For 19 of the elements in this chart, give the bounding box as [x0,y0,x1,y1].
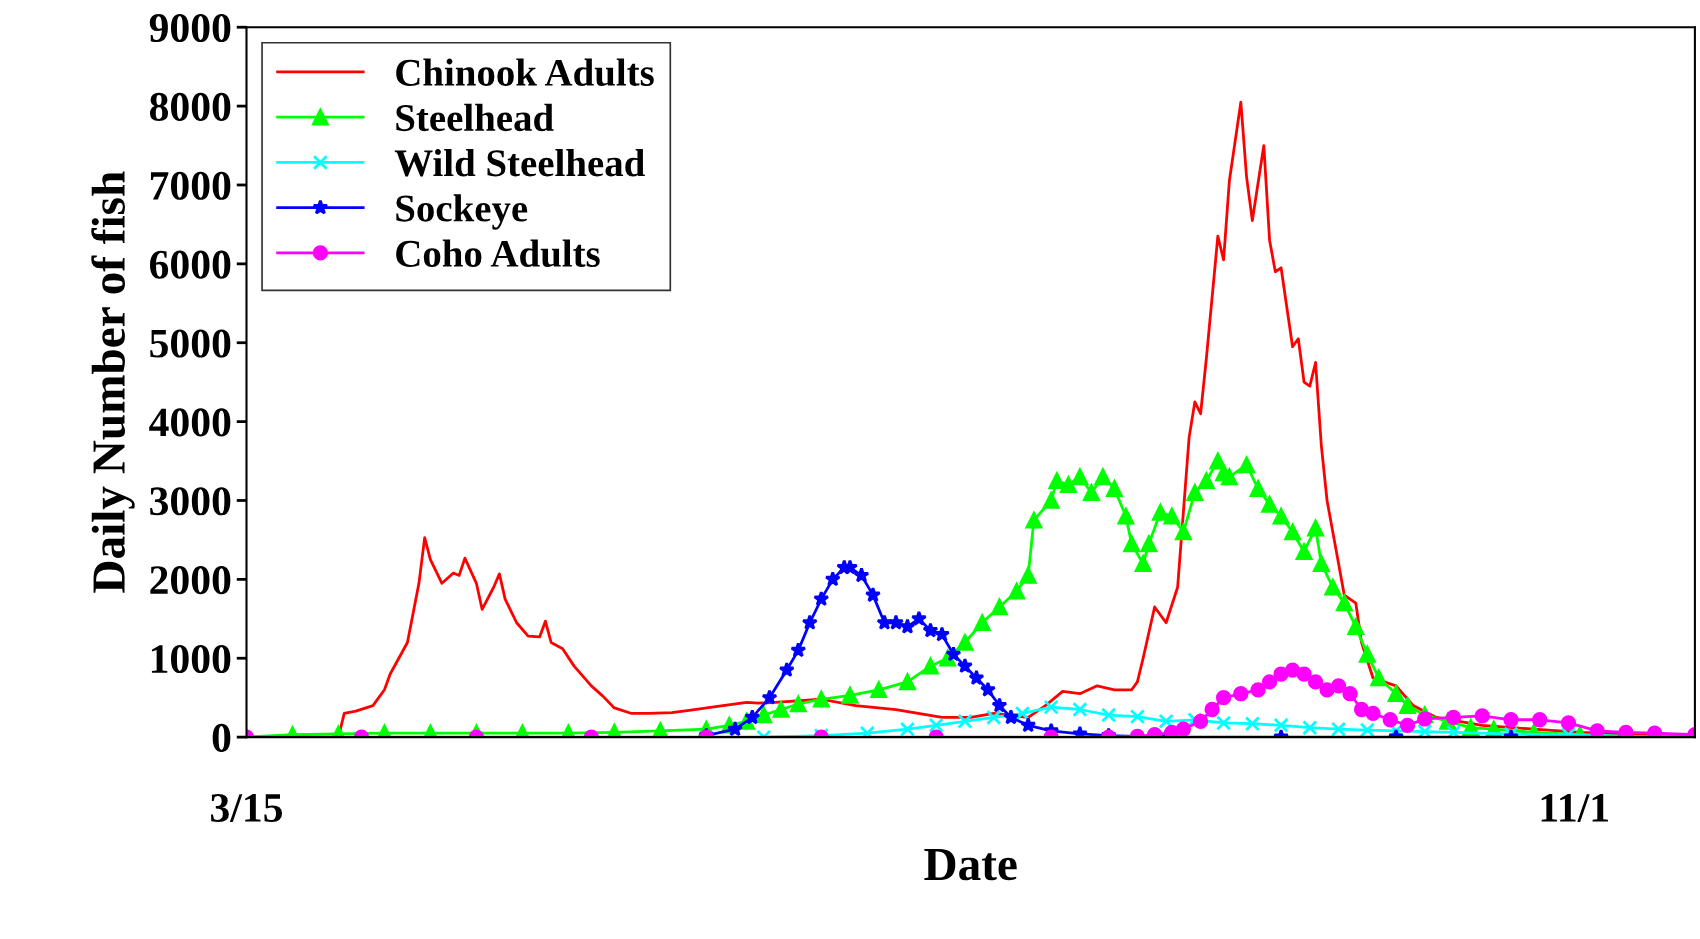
y-tick-label: 0 [212,723,231,752]
y-tick-label: 2000 [150,566,231,595]
legend-label: Steelhead [396,103,554,132]
y-tick-label: 4000 [149,408,231,437]
y-tick-label: 9000 [149,13,231,43]
legend-label: Chinook Adults [396,58,654,87]
legend-label: Sockeye [396,194,528,230]
legend-label: Wild Steelhead [394,149,645,177]
y-tick-label: 3000 [150,487,231,516]
x-tick-label: 3/15 [211,793,283,822]
x-tick-label: 11/1 [1541,794,1608,822]
x-axis-title: Date [924,848,1017,881]
legend-label: Coho Adults [396,239,600,268]
y-axis-title: Daily Number of fish [91,171,135,593]
y-tick-label: 1000 [151,644,231,674]
y-tick-label: 5000 [150,329,231,358]
y-tick-label: 7000 [150,171,231,200]
y-tick-label: 8000 [149,92,231,121]
y-tick-label: 6000 [150,250,231,279]
